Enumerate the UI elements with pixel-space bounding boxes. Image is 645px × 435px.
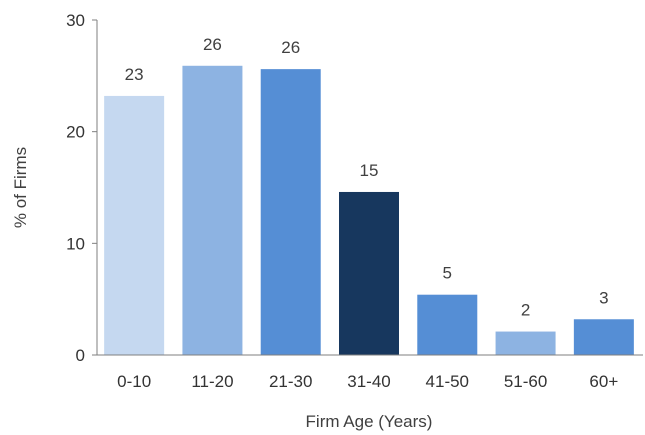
data-label-60+: 3 [599, 288, 608, 307]
y-tick-label: 20 [66, 123, 85, 142]
y-tick-label: 30 [66, 11, 85, 30]
data-label-41-50: 5 [443, 264, 452, 283]
data-label-11-20: 26 [203, 35, 222, 54]
x-tick-label-21-30: 21-30 [269, 372, 312, 391]
x-tick-label-0-10: 0-10 [117, 372, 151, 391]
x-axis-ticks: 0-10 11-20 21-30 31-40 41-50 51-60 60+ [117, 372, 618, 391]
x-axis-title: Firm Age (Years) [306, 412, 433, 431]
x-tick-label-60+: 60+ [589, 372, 618, 391]
x-tick-label-31-40: 31-40 [347, 372, 390, 391]
bar-31-40 [339, 191, 399, 355]
bar-41-50 [417, 294, 478, 355]
bar-0-10 [104, 95, 165, 355]
data-label-0-10: 23 [125, 65, 144, 84]
data-label-51-60: 2 [521, 301, 530, 320]
y-tick-label: 10 [66, 234, 85, 253]
x-tick-label-11-20: 11-20 [191, 372, 233, 391]
data-label-21-30: 26 [281, 38, 300, 57]
bars-group [104, 65, 634, 356]
data-label-31-40: 15 [360, 161, 379, 180]
y-tick-label: 0 [76, 346, 85, 365]
x-tick-label-51-60: 51-60 [504, 372, 547, 391]
bar-21-30 [260, 69, 321, 355]
bar-60+ [573, 319, 634, 355]
y-axis-ticks: 0 10 20 30 [66, 11, 97, 365]
x-tick-label-41-50: 41-50 [426, 372, 469, 391]
bar-11-20 [182, 65, 243, 356]
y-axis-title: % of Firms [11, 147, 30, 228]
bar-51-60 [495, 331, 556, 355]
